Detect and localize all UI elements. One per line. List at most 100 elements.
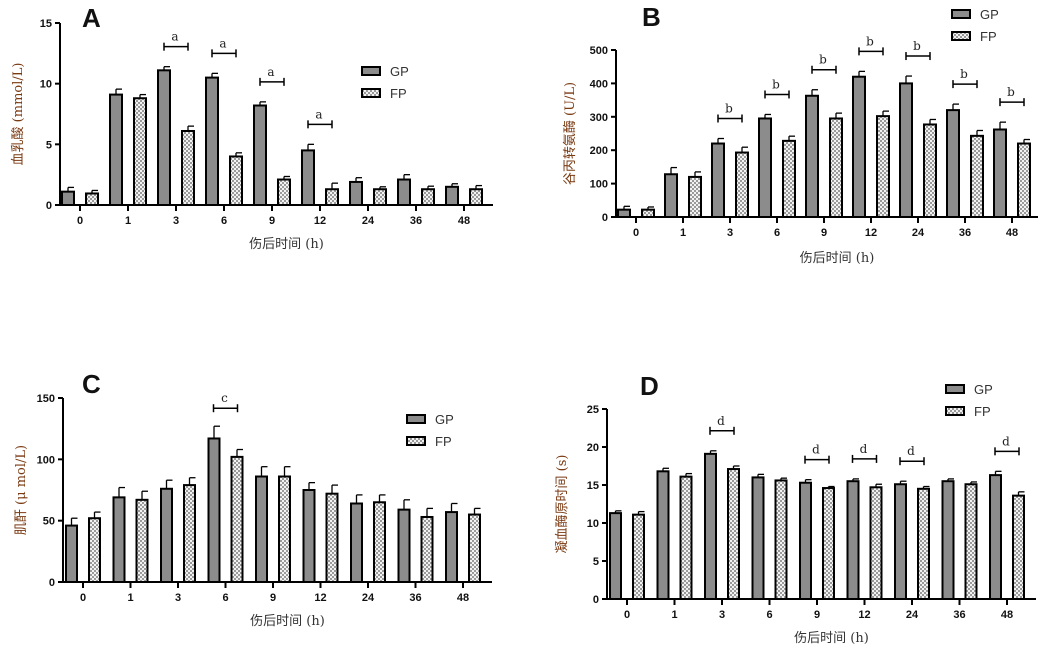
- x-axis-label: 伤后时间 (h): [794, 631, 869, 646]
- bar-fp: [735, 151, 749, 218]
- legend-label-gp: GP: [435, 412, 454, 427]
- bar-fp: [632, 513, 645, 601]
- bar-fp: [970, 134, 984, 218]
- y-tick-label: 0: [46, 200, 52, 212]
- x-tick-label: 12: [858, 609, 870, 621]
- x-axis-label: 伤后时间 (h): [800, 251, 875, 266]
- legend-swatch-fp: [945, 406, 965, 416]
- bar-gp: [899, 82, 913, 219]
- legend-swatch-gp: [406, 414, 426, 424]
- legend-swatch-fp: [951, 31, 971, 41]
- y-tick-label: 50: [43, 516, 55, 528]
- y-axis-label: 血乳酸 (mmol/L): [11, 63, 26, 166]
- bar-gp: [751, 476, 765, 600]
- bar-gp: [941, 480, 955, 601]
- bar-gp: [255, 475, 268, 583]
- significance-label: b: [772, 77, 780, 91]
- bar-fp: [727, 468, 740, 601]
- y-tick-label: 200: [590, 145, 608, 157]
- significance-label: b: [913, 39, 921, 53]
- bar-fp: [181, 129, 195, 206]
- x-tick-label: 0: [624, 609, 630, 621]
- x-tick-label: 24: [362, 215, 375, 227]
- x-tick-label: 1: [125, 215, 131, 227]
- y-tick-label: 0: [49, 577, 55, 589]
- x-tick-label: 48: [457, 592, 469, 604]
- bar-fp: [373, 188, 387, 207]
- legend-label-fp: FP: [980, 29, 997, 44]
- bar-gp: [799, 481, 812, 600]
- significance-label: b: [725, 102, 733, 116]
- x-tick-label: 12: [314, 215, 326, 227]
- y-tick-label: 15: [40, 18, 52, 30]
- significance-label: d: [1002, 434, 1010, 448]
- y-tick-label: 0: [602, 212, 608, 224]
- bar-fp: [420, 515, 434, 584]
- x-tick-label: 36: [959, 227, 971, 239]
- legend-label-gp: GP: [390, 64, 409, 79]
- y-tick-label: 10: [587, 518, 599, 530]
- y-tick-label: 20: [587, 442, 599, 454]
- bar-fp: [278, 475, 291, 583]
- x-tick-label: 9: [821, 227, 827, 239]
- y-tick-label: 300: [590, 112, 608, 124]
- legend-label-gp: GP: [974, 382, 993, 397]
- panel-letter: B: [642, 2, 661, 32]
- bar-fp: [229, 155, 243, 206]
- bar-fp: [869, 486, 883, 600]
- y-tick-label: 100: [590, 179, 608, 191]
- bar-fp: [277, 178, 291, 207]
- significance-label: b: [960, 67, 968, 81]
- bar-gp: [946, 109, 960, 218]
- bar-gp: [350, 502, 363, 584]
- bar-gp: [65, 524, 78, 583]
- bar-gp: [846, 480, 860, 601]
- bar-fp: [923, 123, 937, 218]
- x-tick-label: 9: [814, 609, 820, 621]
- x-tick-label: 12: [865, 227, 877, 239]
- legend-swatch-fp: [406, 436, 426, 446]
- bar-gp: [445, 185, 459, 207]
- significance-label: a: [219, 36, 226, 50]
- bar-fp: [135, 498, 149, 583]
- bar-fp: [325, 188, 339, 207]
- y-axis-label: 肌酐 (μ mol/L): [14, 445, 29, 535]
- bar-fp: [641, 208, 655, 218]
- x-tick-label: 6: [774, 227, 780, 239]
- x-tick-label: 9: [269, 215, 275, 227]
- bar-gp: [160, 487, 173, 584]
- x-tick-label: 48: [458, 215, 470, 227]
- bar-fp: [469, 188, 483, 207]
- x-tick-label: 6: [766, 609, 772, 621]
- x-axis-label: 伤后时间 (h): [250, 614, 325, 629]
- significance-label: b: [819, 53, 827, 67]
- significance-label: c: [221, 391, 228, 405]
- significance-label: b: [1007, 85, 1015, 99]
- significance-label: b: [866, 34, 874, 48]
- x-tick-label: 3: [719, 609, 725, 621]
- bar-fp: [876, 115, 890, 218]
- bar-gp: [207, 437, 221, 584]
- bar-gp: [656, 470, 670, 601]
- legend-swatch-gp: [361, 66, 381, 76]
- bar-gp: [112, 496, 126, 583]
- legend-label-fp: FP: [974, 404, 991, 419]
- bar-gp: [894, 483, 907, 600]
- bar-fp: [133, 97, 147, 206]
- panel-letter: A: [82, 3, 101, 33]
- legend-swatch-gp: [951, 9, 971, 19]
- bar-fp: [468, 513, 481, 583]
- x-tick-label: 0: [633, 227, 639, 239]
- significance-label: d: [907, 444, 915, 458]
- legend-swatch-fp: [361, 88, 381, 98]
- bar-gp: [397, 508, 411, 584]
- bar-gp: [109, 93, 123, 206]
- bar-fp: [917, 487, 930, 600]
- bar-gp: [758, 117, 772, 218]
- y-tick-label: 150: [37, 393, 55, 405]
- y-tick-label: 10: [40, 79, 52, 91]
